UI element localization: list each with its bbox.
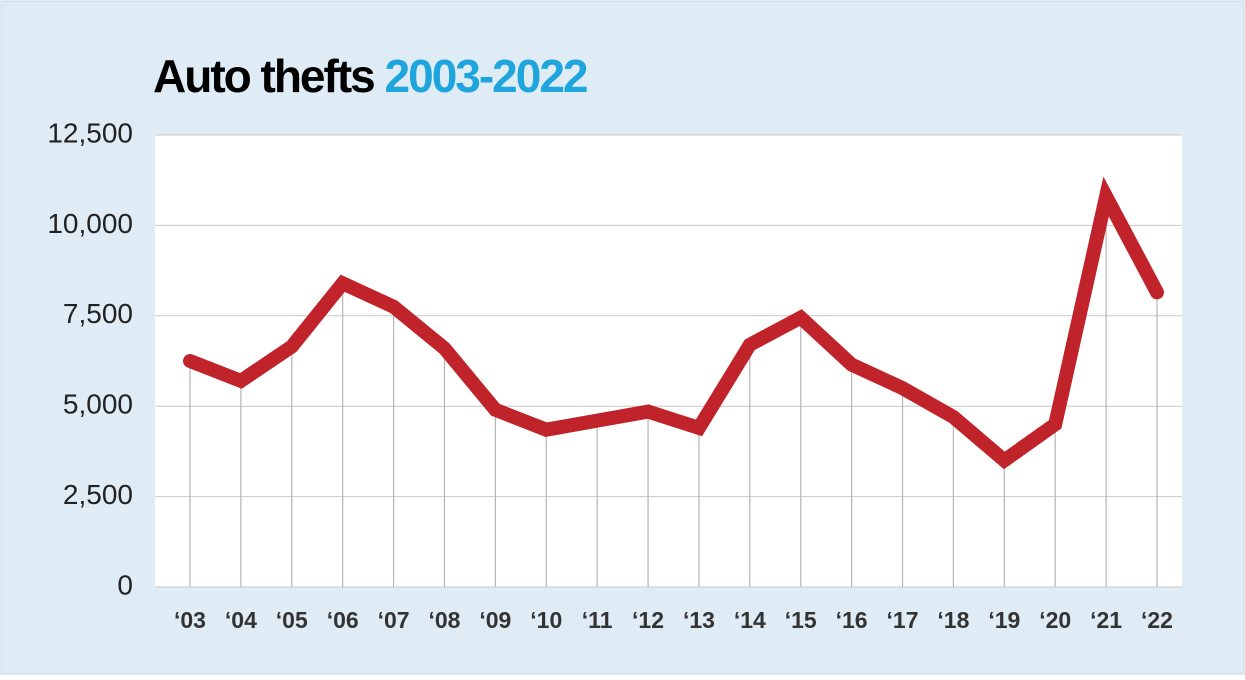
y-tick-label: 7,500: [63, 298, 133, 329]
title-accent: 2003-2022: [385, 50, 587, 102]
x-tick-label: ‘06: [327, 607, 359, 633]
line-series: [183, 176, 1164, 470]
x-tick-label: ‘11: [582, 607, 613, 633]
chart-title: Auto thefts 2003-2022: [153, 50, 587, 102]
x-tick-label: ‘05: [276, 607, 308, 633]
x-tick-label: ‘07: [378, 607, 410, 633]
x-tick-label: ‘22: [1141, 607, 1173, 633]
x-tick-label: ‘13: [683, 607, 715, 633]
x-tick-label: ‘09: [479, 607, 511, 633]
x-tick-label: ‘16: [836, 607, 868, 633]
x-tick-label: ‘20: [1039, 607, 1071, 633]
x-tick-label: ‘04: [225, 607, 257, 633]
plot-area: [155, 135, 1182, 587]
x-tick-label: ‘18: [937, 607, 969, 633]
y-tick-label: 2,500: [63, 479, 133, 510]
x-tick-label: ‘21: [1090, 607, 1122, 633]
y-tick-label: 0: [117, 569, 133, 600]
x-tick-label: ‘19: [988, 607, 1020, 633]
x-tick-label: ‘03: [174, 607, 206, 633]
title-main: Auto thefts: [153, 50, 374, 102]
x-tick-label: ‘17: [887, 607, 919, 633]
y-tick-label: 12,500: [47, 117, 133, 148]
y-tick-label: 5,000: [63, 389, 133, 420]
x-tick-label: ‘12: [632, 607, 664, 633]
x-tick-label: ‘15: [785, 607, 817, 633]
x-tick-label: ‘14: [734, 607, 766, 633]
x-tick-label: ‘10: [530, 607, 562, 633]
y-tick-label: 10,000: [47, 208, 133, 239]
x-tick-label: ‘08: [428, 607, 460, 633]
